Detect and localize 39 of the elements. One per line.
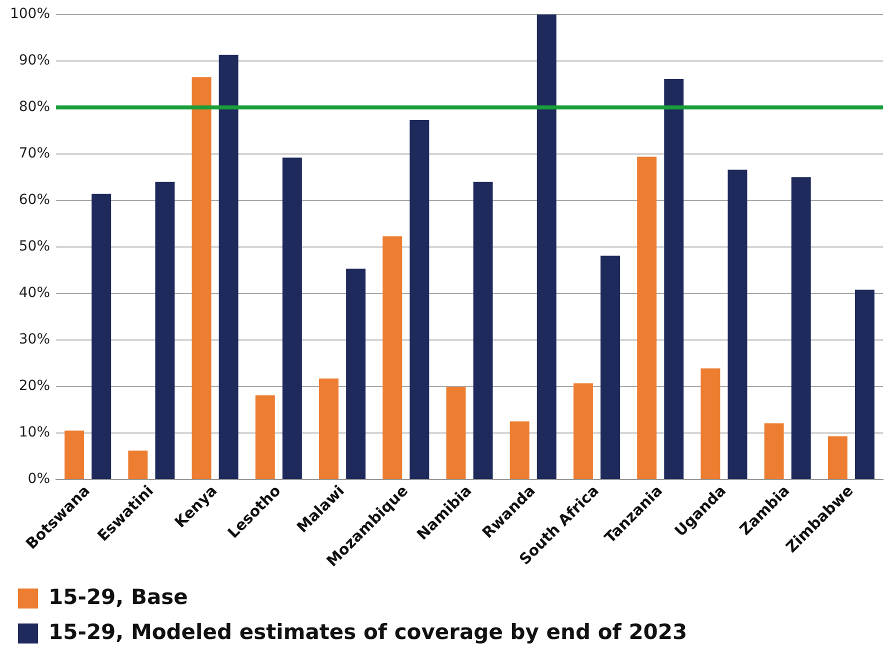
bar: [536, 14, 556, 479]
y-tick-label: 60%: [18, 192, 50, 208]
bar: [600, 256, 620, 479]
y-tick-label: 90%: [18, 52, 50, 69]
bar: [319, 378, 338, 479]
bar: [218, 54, 238, 479]
bar: [510, 421, 530, 479]
bar: [128, 450, 148, 479]
bar: [637, 156, 657, 479]
y-tick-label: 100%: [10, 6, 50, 22]
bar: [473, 182, 493, 479]
bar: [446, 386, 466, 479]
bar: [854, 290, 874, 479]
y-tick-label: 10%: [18, 424, 50, 441]
bar: [791, 177, 811, 479]
bar: [664, 79, 684, 479]
bar: [255, 395, 275, 479]
bar: [382, 236, 402, 479]
bar: [155, 182, 175, 479]
y-tick-label: 0%: [28, 471, 50, 488]
y-tick-label: 20%: [18, 378, 50, 394]
bar: [92, 194, 112, 479]
y-tick-label: 80%: [18, 99, 50, 116]
bar: [410, 120, 430, 479]
bar: [346, 268, 366, 479]
bar: [728, 170, 748, 479]
y-tick-label: 30%: [18, 332, 50, 348]
legend-label: 15-29, Modeled estimates of coverage by end of 2023: [48, 620, 688, 644]
bar: [764, 423, 784, 479]
bar: [282, 158, 302, 479]
bar: [192, 77, 212, 479]
y-tick-label: 50%: [18, 238, 50, 255]
bar: [828, 436, 848, 479]
bar: [64, 430, 84, 479]
bar: [700, 368, 720, 479]
legend-label: 15-29, Base: [48, 584, 188, 609]
y-tick-label: 40%: [18, 285, 50, 302]
bar: [573, 383, 593, 479]
y-tick-label: 70%: [18, 146, 50, 162]
